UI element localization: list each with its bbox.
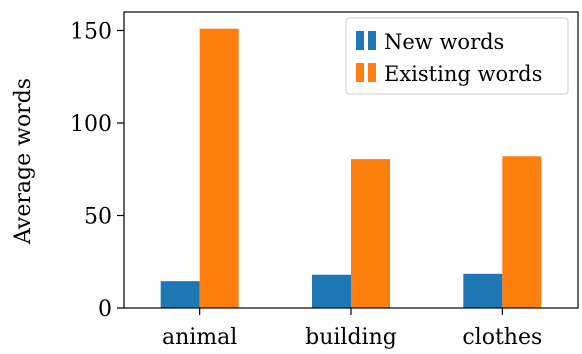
legend-label-new-words: New words (384, 30, 504, 54)
y-axis-label: Average words (11, 78, 36, 245)
bar-existing-words-building (351, 159, 390, 308)
x-axis-ticks: animal building clothes (162, 308, 542, 350)
legend-box (345, 17, 569, 95)
bar-new-words-building (312, 274, 351, 308)
legend-swatch-existing-words (356, 63, 364, 82)
y-tick-label: 0 (98, 297, 112, 322)
legend-swatch-new-words (356, 31, 364, 50)
y-tick-label: 100 (70, 112, 112, 137)
bar-existing-words-animal (199, 28, 239, 309)
bar-new-words-clothes (463, 273, 503, 308)
y-tick-label: 50 (84, 205, 112, 230)
legend-label-existing-words: Existing words (384, 62, 542, 86)
plot-frame (123, 11, 579, 309)
x-tick-label: animal (162, 325, 237, 350)
legend-swatch-new-words (368, 31, 376, 50)
x-tick-label: building (305, 325, 397, 350)
bars (160, 28, 542, 309)
y-axis-ticks: 0 50 100 150 (70, 20, 124, 322)
bar-new-words-animal (160, 281, 200, 308)
legend-swatch-existing-words (368, 63, 376, 82)
x-tick-label: clothes (462, 325, 542, 350)
bar-existing-words-clothes (502, 156, 542, 308)
legend: New words Existing words (345, 17, 569, 95)
y-tick-label: 150 (70, 20, 112, 45)
